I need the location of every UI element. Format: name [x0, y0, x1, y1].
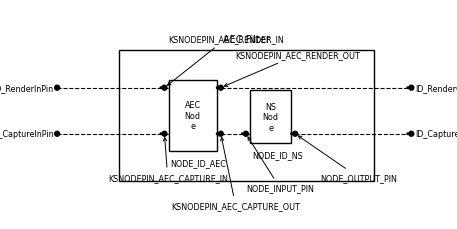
Text: KSNODEPIN_AEC_RENDER_OUT: KSNODEPIN_AEC_RENDER_OUT [224, 51, 360, 87]
Text: KSNODEPIN_AEC_CAPTURE_IN: KSNODEPIN_AEC_CAPTURE_IN [108, 138, 228, 182]
Text: ID_CaptureInPin: ID_CaptureInPin [0, 130, 53, 139]
Text: ID_CaptureOutPin: ID_CaptureOutPin [415, 130, 457, 139]
Text: KSNODEPIN_AEC_RENDER_IN: KSNODEPIN_AEC_RENDER_IN [167, 35, 284, 86]
Ellipse shape [55, 86, 59, 91]
Polygon shape [160, 134, 165, 135]
Ellipse shape [218, 132, 223, 137]
Ellipse shape [218, 86, 223, 91]
Polygon shape [217, 134, 221, 135]
Text: NODE_OUTPUT_PIN: NODE_OUTPUT_PIN [298, 136, 397, 182]
Bar [119, 50, 374, 181]
Text: KSNODEPIN_AEC_CAPTURE_OUT: KSNODEPIN_AEC_CAPTURE_OUT [171, 138, 300, 210]
Ellipse shape [292, 132, 298, 137]
Text: NODE_INPUT_PIN: NODE_INPUT_PIN [246, 137, 314, 193]
Text: ID_RenderOutPin: ID_RenderOutPin [415, 84, 457, 93]
Polygon shape [407, 87, 411, 89]
Ellipse shape [55, 132, 59, 137]
Text: NODE_ID_NS: NODE_ID_NS [252, 151, 303, 160]
Polygon shape [242, 134, 246, 135]
Text: ID_RenderInPin: ID_RenderInPin [0, 84, 53, 93]
Bar [169, 80, 217, 151]
Ellipse shape [244, 132, 249, 137]
Ellipse shape [162, 86, 167, 91]
Ellipse shape [409, 132, 414, 137]
Polygon shape [160, 87, 165, 89]
Text: AEC
Nod
e: AEC Nod e [185, 101, 201, 131]
Bar [250, 91, 291, 144]
Polygon shape [217, 87, 221, 89]
Text: NODE_ID_AEC: NODE_ID_AEC [170, 158, 226, 167]
Ellipse shape [162, 132, 167, 137]
Text: AEC Filter: AEC Filter [223, 35, 270, 45]
Polygon shape [291, 134, 295, 135]
Ellipse shape [409, 86, 414, 91]
Polygon shape [407, 134, 411, 135]
Text: NS
Nod
e: NS Nod e [262, 103, 278, 132]
